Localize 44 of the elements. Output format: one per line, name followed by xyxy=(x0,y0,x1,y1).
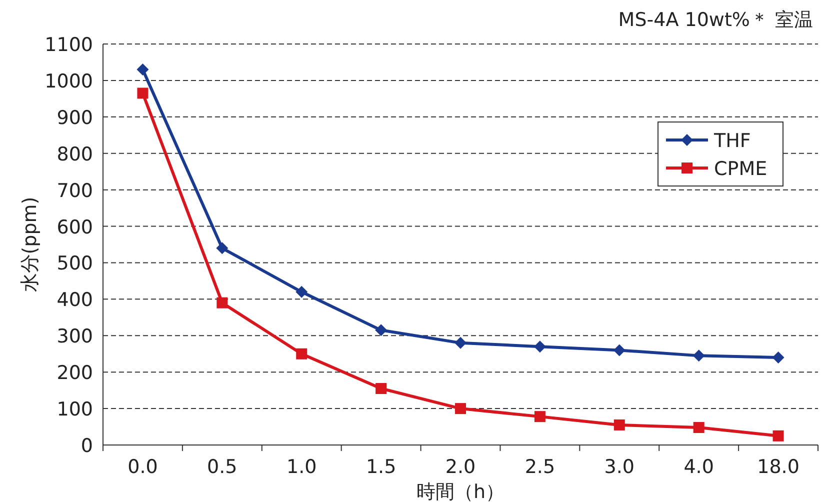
point xyxy=(375,324,388,336)
y-tick-label: 100 xyxy=(56,398,93,421)
chart-title: MS-4A 10wt%＊ 室温 xyxy=(618,9,813,31)
x-axis-title: 時間（h） xyxy=(416,481,505,502)
point xyxy=(692,350,705,362)
y-tick-label: 500 xyxy=(56,252,93,275)
y-tick-label: 800 xyxy=(56,143,93,166)
x-tick-label: 0.0 xyxy=(128,456,158,478)
x-tick-label: 3.0 xyxy=(604,456,634,478)
point xyxy=(137,88,148,99)
point xyxy=(613,344,626,356)
y-tick-label: 400 xyxy=(56,289,93,312)
y-tick-label: 1100 xyxy=(44,34,93,56)
point xyxy=(296,286,308,298)
point xyxy=(772,352,784,364)
y-tick-label: 300 xyxy=(56,326,93,348)
legend-label: THF xyxy=(713,130,751,152)
y-tick-label: 1000 xyxy=(44,70,93,92)
point xyxy=(136,64,149,76)
point xyxy=(216,297,228,308)
x-tick-label: 2.5 xyxy=(524,456,556,478)
legend-label: CPME xyxy=(714,158,768,180)
y-tick-label: 200 xyxy=(56,362,93,384)
point xyxy=(772,430,784,442)
y-tick-label: 900 xyxy=(56,106,93,129)
point xyxy=(376,382,387,394)
y-tick-label: 700 xyxy=(56,180,93,202)
point xyxy=(693,422,704,433)
y-tick-label: 0 xyxy=(80,435,93,457)
x-tick-label: 4.0 xyxy=(684,456,714,478)
point xyxy=(454,336,466,349)
point xyxy=(614,419,625,430)
x-tick-label: 0.5 xyxy=(207,456,238,478)
y-tick-label: 600 xyxy=(56,216,93,238)
x-tick-label: 1.0 xyxy=(286,456,317,478)
x-tick-label: 18.0 xyxy=(757,456,800,478)
x-tick-label: 1.5 xyxy=(366,456,396,478)
point xyxy=(296,348,308,360)
x-tick-label: 2.0 xyxy=(445,456,476,478)
y-axis-title: 水分(ppm) xyxy=(19,196,41,292)
point xyxy=(534,340,546,353)
point xyxy=(534,411,546,422)
point xyxy=(455,403,466,414)
point xyxy=(216,242,228,254)
